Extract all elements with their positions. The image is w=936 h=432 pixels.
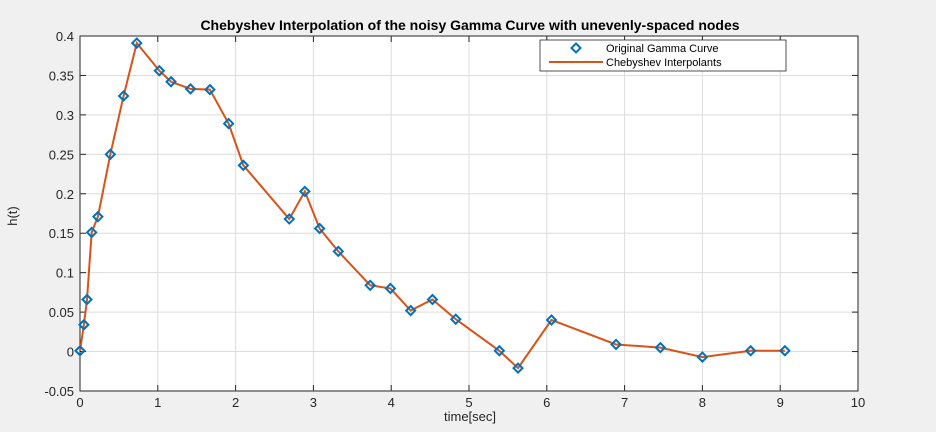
data-point: [165, 75, 177, 88]
data-point: [778, 344, 791, 357]
x-tick-label: 10: [851, 395, 865, 410]
grid: [80, 36, 858, 391]
data-point: [117, 90, 130, 102]
data-point: [696, 351, 709, 363]
x-tick-label: 9: [777, 395, 784, 410]
legend: Original Gamma Curve Chebyshev Interpola…: [539, 39, 787, 72]
data-point: [77, 318, 90, 331]
x-tick-label: 1: [154, 395, 161, 410]
data-point: [104, 148, 117, 161]
y-tick-label: 0.4: [56, 29, 74, 44]
chart-title: Chebyshev Interpolation of the noisy Gam…: [200, 17, 739, 33]
data-point: [237, 159, 250, 172]
data-point: [610, 338, 622, 351]
data-point: [153, 64, 166, 77]
original-gamma-curve-markers: [74, 37, 791, 375]
y-axis-label: h(t): [5, 206, 20, 226]
data-point: [313, 222, 326, 235]
x-tick-label: 8: [699, 395, 706, 410]
x-tick-label: 2: [232, 395, 239, 410]
x-tick-label: 3: [310, 395, 317, 410]
x-axis-label: time[sec]: [444, 409, 496, 424]
data-point: [91, 210, 104, 223]
legend-box: [539, 39, 787, 72]
data-point: [74, 344, 86, 357]
data-point: [184, 82, 197, 95]
legend-label-original: Original Gamma Curve: [606, 43, 718, 55]
x-tick-label: 0: [76, 395, 83, 410]
data-point: [130, 37, 143, 50]
data-point: [744, 344, 757, 357]
data-point: [298, 185, 311, 198]
data-point: [222, 117, 235, 130]
data-point: [364, 279, 377, 292]
data-point: [204, 83, 216, 96]
legend-marker-diamond-icon: [570, 42, 582, 54]
y-tick-label: -0.05: [44, 384, 74, 399]
y-tick-label: 0.15: [49, 226, 74, 241]
y-tick-label: 0.25: [49, 147, 74, 162]
data-point: [512, 362, 524, 375]
x-tick-label: 6: [543, 395, 550, 410]
x-tick-label: 5: [465, 395, 472, 410]
data-point: [449, 313, 462, 326]
y-tick-label: 0.3: [56, 108, 74, 123]
data-point: [404, 304, 417, 317]
chebyshev-interpolants-line: [79, 40, 785, 370]
data-point: [426, 293, 439, 306]
data-point: [384, 282, 397, 295]
data-point: [654, 341, 667, 354]
y-tick-label: 0.2: [56, 187, 74, 202]
data-point: [85, 226, 98, 239]
y-tick-label: 0.1: [56, 266, 74, 281]
data-point: [283, 213, 296, 225]
y-tick-label: 0: [67, 345, 74, 360]
ticks: 0 1 2 3 4 5 6 7 8 9 10-0.0500.050.10.150.20.250.30…: [44, 29, 865, 410]
legend-label-chebyshev: Chebyshev Interpolants: [606, 57, 722, 69]
y-tick-label: 0.05: [49, 305, 74, 320]
data-point: [81, 293, 93, 306]
data-point: [332, 245, 345, 258]
data-point: [493, 344, 506, 357]
x-tick-label: 7: [621, 395, 628, 410]
y-tick-label: 0.35: [49, 68, 74, 83]
data-point: [545, 314, 558, 326]
x-tick-label: 4: [388, 395, 395, 410]
